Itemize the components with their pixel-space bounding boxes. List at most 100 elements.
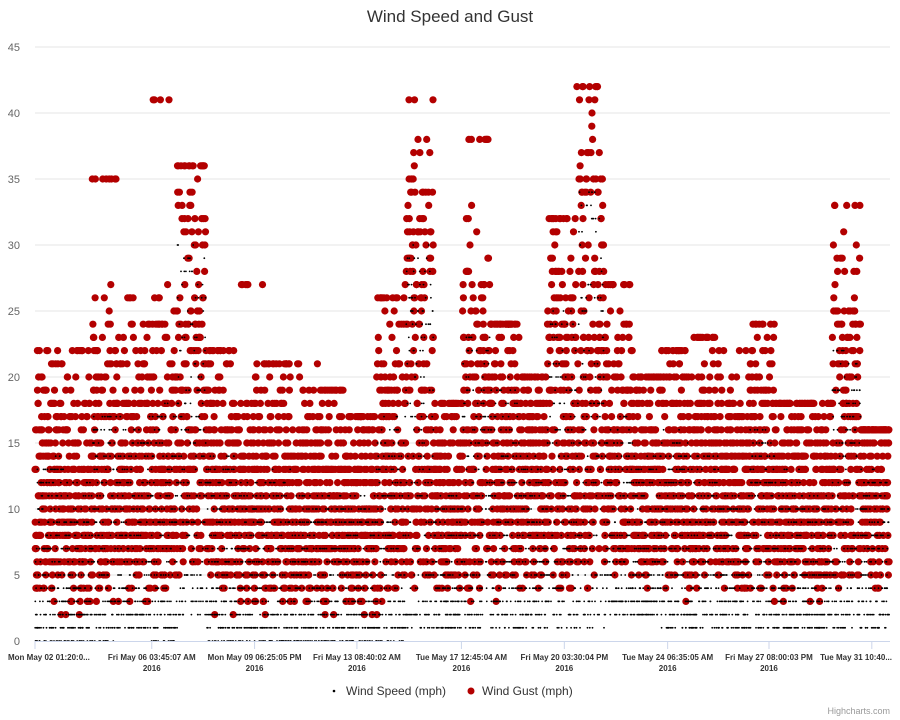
gust-point [252,545,260,553]
gust-point [524,386,533,394]
gust-point [236,558,244,566]
gust-point [472,307,480,315]
gust-point [40,518,49,526]
gust-point [558,267,566,275]
gust-point [198,492,206,500]
gust-point [298,584,306,592]
gust-point [718,386,726,394]
gust-point [599,241,608,249]
gust-point [261,426,269,434]
gust-point [497,333,506,341]
gust-point [420,294,429,302]
gust-point [588,122,596,130]
y-tick-label: 10 [8,504,20,516]
gust-point [625,320,633,328]
gust-point [176,294,184,302]
gust-point [178,505,186,513]
gust-point [396,360,404,368]
gust-point [98,386,107,394]
gust-point [659,465,667,473]
gust-point [596,320,604,328]
gust-point [226,360,234,368]
gust-point [427,228,435,236]
gust-point [562,360,570,368]
gust-point [108,531,116,540]
gust-point [183,413,191,421]
gust-point [119,333,127,341]
gust-point [472,373,480,381]
gust-point [235,571,243,579]
gust-point [566,267,574,275]
gust-point [169,413,177,421]
gust-point [768,360,776,368]
gust-point [283,558,291,566]
gust-point [569,228,578,236]
gust-point [756,413,764,421]
gust-point [579,215,587,223]
gust-point [91,294,99,302]
gust-point [490,545,498,553]
gust-point [41,505,49,513]
gust-point [509,347,517,355]
gust-point [201,215,209,223]
gust-point [151,413,159,421]
gust-point [316,479,324,487]
gust-point [797,413,805,421]
gust-point [755,373,764,381]
gust-point [96,584,104,592]
gust-point [770,505,778,513]
gust-point [786,399,794,407]
y-tick-label: 40 [8,108,20,120]
gust-point [406,558,415,566]
gust-point [714,360,722,368]
gust-point [594,281,602,289]
gust-point [89,452,97,460]
gust-point [125,399,133,407]
gust-point [481,333,489,341]
gust-point [91,175,99,183]
gust-point [675,360,684,368]
gust-point [414,479,422,487]
gust-point [770,333,778,341]
gust-point [567,254,575,262]
gust-point [801,465,810,473]
gust-point [173,307,181,315]
gust-point [748,347,757,355]
gust-point [473,228,481,236]
gust-point [195,307,204,315]
gust-point [200,162,208,170]
gust-point [127,426,135,434]
wind-gust-series[interactable] [31,83,893,619]
gust-point [100,294,108,302]
gust-point [616,307,624,315]
gust-point [183,439,192,447]
gust-point [101,479,109,487]
gust-point [244,571,252,579]
gust-point [278,386,286,394]
gust-point [113,518,121,526]
gust-point [104,465,112,473]
gust-point [677,386,686,394]
gust-point [187,545,195,553]
gust-point [119,452,127,460]
gust-point [76,597,84,606]
gust-point [89,571,97,579]
gust-point [484,135,492,143]
gust-point [587,149,595,157]
gust-point [295,479,303,487]
gust-point [170,347,178,355]
gust-point [772,426,780,434]
gust-point [579,267,587,275]
gust-point [411,188,419,196]
gust-point [193,267,201,275]
gust-point [590,426,598,434]
gust-point [219,347,227,355]
gust-point [175,571,183,579]
gust-point [38,373,46,381]
gust-point [535,386,543,394]
gust-point [66,492,74,500]
gust-point [727,426,735,434]
gust-point [179,545,187,553]
gust-point [92,479,101,487]
gust-point [601,413,609,421]
